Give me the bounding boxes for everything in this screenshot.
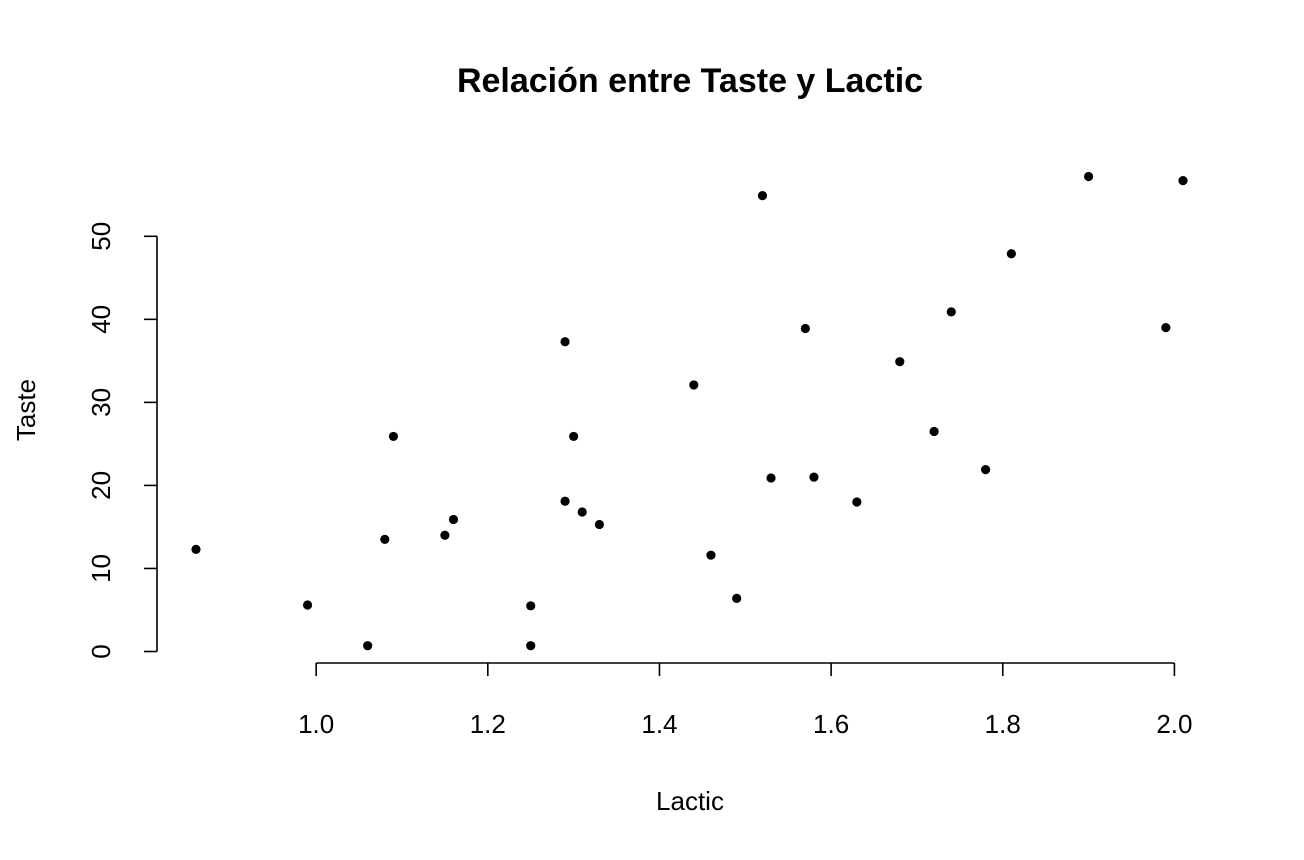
y-tick-label: 10 xyxy=(86,554,116,583)
y-tick-label: 40 xyxy=(86,305,116,334)
x-axis-label: Lactic xyxy=(656,786,724,816)
x-tick-label: 1.0 xyxy=(298,709,334,739)
x-axis: 1.0 1.2 1.4 1.6 1.8 2.0 xyxy=(298,662,1192,739)
x-tick-label: 2.0 xyxy=(1156,709,1192,739)
data-point xyxy=(929,426,939,437)
y-tick-label: 20 xyxy=(86,471,116,500)
data-point xyxy=(526,601,536,611)
data-point xyxy=(1161,323,1171,333)
data-point xyxy=(1006,249,1016,259)
data-point xyxy=(895,357,905,367)
data-point xyxy=(560,496,570,506)
data-point xyxy=(380,534,390,544)
data-point xyxy=(1083,171,1094,182)
data-point xyxy=(363,641,373,651)
data-point xyxy=(706,550,716,560)
data-point xyxy=(594,519,604,530)
data-point xyxy=(388,431,398,442)
data-point xyxy=(732,593,742,603)
data-point xyxy=(448,514,459,525)
data-point xyxy=(526,641,536,651)
data-point xyxy=(852,497,862,507)
data-point xyxy=(981,465,991,475)
data-point xyxy=(440,530,450,540)
data-point xyxy=(191,544,201,554)
data-point xyxy=(800,323,810,334)
x-tick-label: 1.2 xyxy=(470,709,506,739)
data-point xyxy=(577,507,587,517)
data-point xyxy=(766,473,776,483)
data-points xyxy=(191,171,1188,651)
y-axis-label: Taste xyxy=(11,379,41,441)
chart-title: Relación entre Taste y Lactic xyxy=(457,62,923,100)
y-tick-label: 30 xyxy=(86,388,116,417)
x-tick-label: 1.8 xyxy=(985,709,1021,739)
x-tick-label: 1.6 xyxy=(813,709,849,739)
data-point xyxy=(757,190,768,201)
y-tick-label: 50 xyxy=(86,222,116,251)
data-point xyxy=(560,337,570,347)
data-point xyxy=(809,472,819,482)
data-point xyxy=(302,600,313,610)
data-point xyxy=(569,431,579,442)
x-tick-label: 1.4 xyxy=(641,709,677,739)
y-tick-label: 0 xyxy=(86,644,116,658)
data-point xyxy=(1178,176,1188,186)
data-point xyxy=(689,380,699,390)
data-point xyxy=(946,307,956,317)
y-axis: 0 10 20 30 40 50 xyxy=(86,222,158,659)
